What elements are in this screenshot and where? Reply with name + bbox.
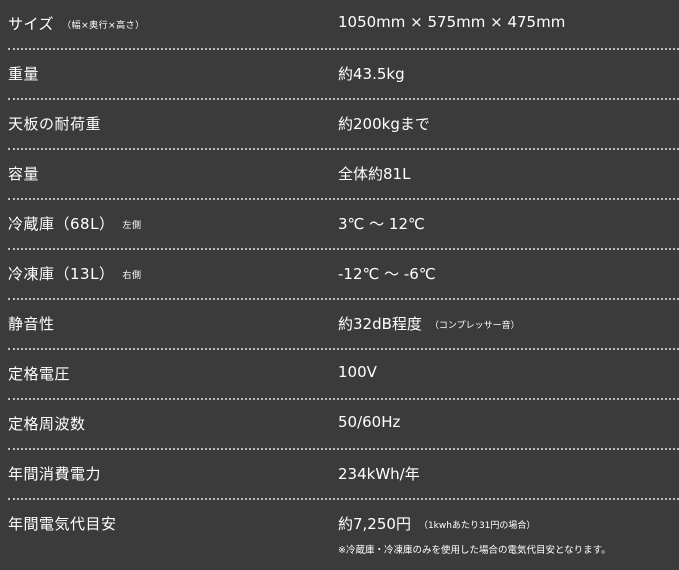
spec-value: 約43.5kg — [338, 63, 405, 84]
spec-row: 定格電圧 100V — [8, 350, 679, 400]
spec-value-text: 50/60Hz — [338, 413, 401, 431]
spec-row: 容量 全体約81L — [8, 150, 679, 200]
spec-value: 全体約81L — [338, 163, 410, 184]
spec-value-text: 約32dB程度 — [338, 315, 422, 333]
spec-label: 冷凍庫（13L） 右側 — [8, 263, 141, 284]
spec-label-note: 左側 — [122, 221, 142, 231]
spec-value-text: 約7,250円 — [338, 515, 411, 533]
spec-row: 天板の耐荷重 約200kgまで — [8, 100, 679, 150]
spec-value: 100V — [338, 363, 377, 381]
spec-value: 約32dB程度 （コンプレッサー音） — [338, 313, 520, 334]
spec-footnote: ※冷蔵庫・冷凍庫のみを使用した場合の電気代目安となります。 — [338, 545, 611, 556]
spec-value: 約200kgまで — [338, 113, 430, 134]
spec-value-text: 100V — [338, 363, 377, 381]
spec-label: 年間電気代目安 — [8, 513, 117, 534]
spec-value-text: 約43.5kg — [338, 65, 405, 83]
spec-label-text: 冷凍庫（13L） — [8, 265, 115, 283]
spec-label-text: 年間消費電力 — [8, 465, 102, 483]
spec-label-note: （幅×奥行×高さ） — [62, 21, 145, 31]
spec-label-text: 天板の耐荷重 — [8, 115, 102, 133]
spec-label: 天板の耐荷重 — [8, 113, 101, 134]
spec-label-text: 静音性 — [8, 315, 55, 333]
spec-row: 重量 約43.5kg — [8, 50, 679, 100]
spec-label-text: 定格周波数 — [8, 415, 86, 433]
spec-label-text: サイズ — [8, 15, 55, 33]
spec-row: 年間消費電力 234kWh/年 — [8, 450, 679, 500]
spec-label: 容量 — [8, 163, 39, 184]
spec-label: 定格周波数 — [8, 413, 86, 434]
spec-label-text: 冷蔵庫（68L） — [8, 215, 115, 233]
spec-value: -12℃ ～ -6℃ — [338, 263, 436, 284]
spec-value: 1050mm × 575mm × 475mm — [338, 13, 565, 31]
spec-row: 静音性 約32dB程度 （コンプレッサー音） — [8, 300, 679, 350]
spec-label: 静音性 — [8, 313, 55, 334]
spec-value-text: 1050mm × 575mm × 475mm — [338, 13, 566, 31]
spec-row: 年間電気代目安 約7,250円 （1kwhあたり31円の場合） ※冷蔵庫・冷凍庫のみを… — [8, 500, 679, 570]
spec-label: サイズ （幅×奥行×高さ） — [8, 13, 145, 34]
spec-value: 234kWh/年 — [338, 463, 420, 484]
spec-value-text: 全体約81L — [338, 165, 411, 183]
spec-value: 50/60Hz — [338, 413, 400, 431]
spec-value-note: （1kwhあたり31円の場合） — [418, 521, 536, 531]
spec-value-text: 234kWh/年 — [338, 465, 420, 483]
spec-label-note: 右側 — [122, 271, 142, 281]
spec-value: 3℃ ～ 12℃ — [338, 213, 425, 234]
spec-label: 冷蔵庫（68L） 左側 — [8, 213, 141, 234]
spec-row: 定格周波数 50/60Hz — [8, 400, 679, 450]
spec-value-note: （コンプレッサー音） — [429, 321, 520, 331]
spec-row: サイズ （幅×奥行×高さ） 1050mm × 575mm × 475mm — [8, 0, 679, 50]
spec-label-text: 重量 — [8, 65, 40, 83]
spec-label: 定格電圧 — [8, 363, 70, 384]
spec-value-text: -12℃ ～ -6℃ — [338, 265, 436, 283]
spec-row: 冷凍庫（13L） 右側 -12℃ ～ -6℃ — [8, 250, 679, 300]
spec-label: 重量 — [8, 63, 39, 84]
spec-label: 年間消費電力 — [8, 463, 101, 484]
spec-label-text: 定格電圧 — [8, 365, 71, 383]
spec-value: 約7,250円 （1kwhあたり31円の場合） — [338, 513, 535, 534]
spec-value-text: 約200kgまで — [338, 115, 430, 133]
spec-label-text: 年間電気代目安 — [8, 515, 117, 533]
spec-label-text: 容量 — [8, 165, 40, 183]
spec-value-text: 3℃ ～ 12℃ — [338, 215, 425, 233]
spec-row: 冷蔵庫（68L） 左側 3℃ ～ 12℃ — [8, 200, 679, 250]
